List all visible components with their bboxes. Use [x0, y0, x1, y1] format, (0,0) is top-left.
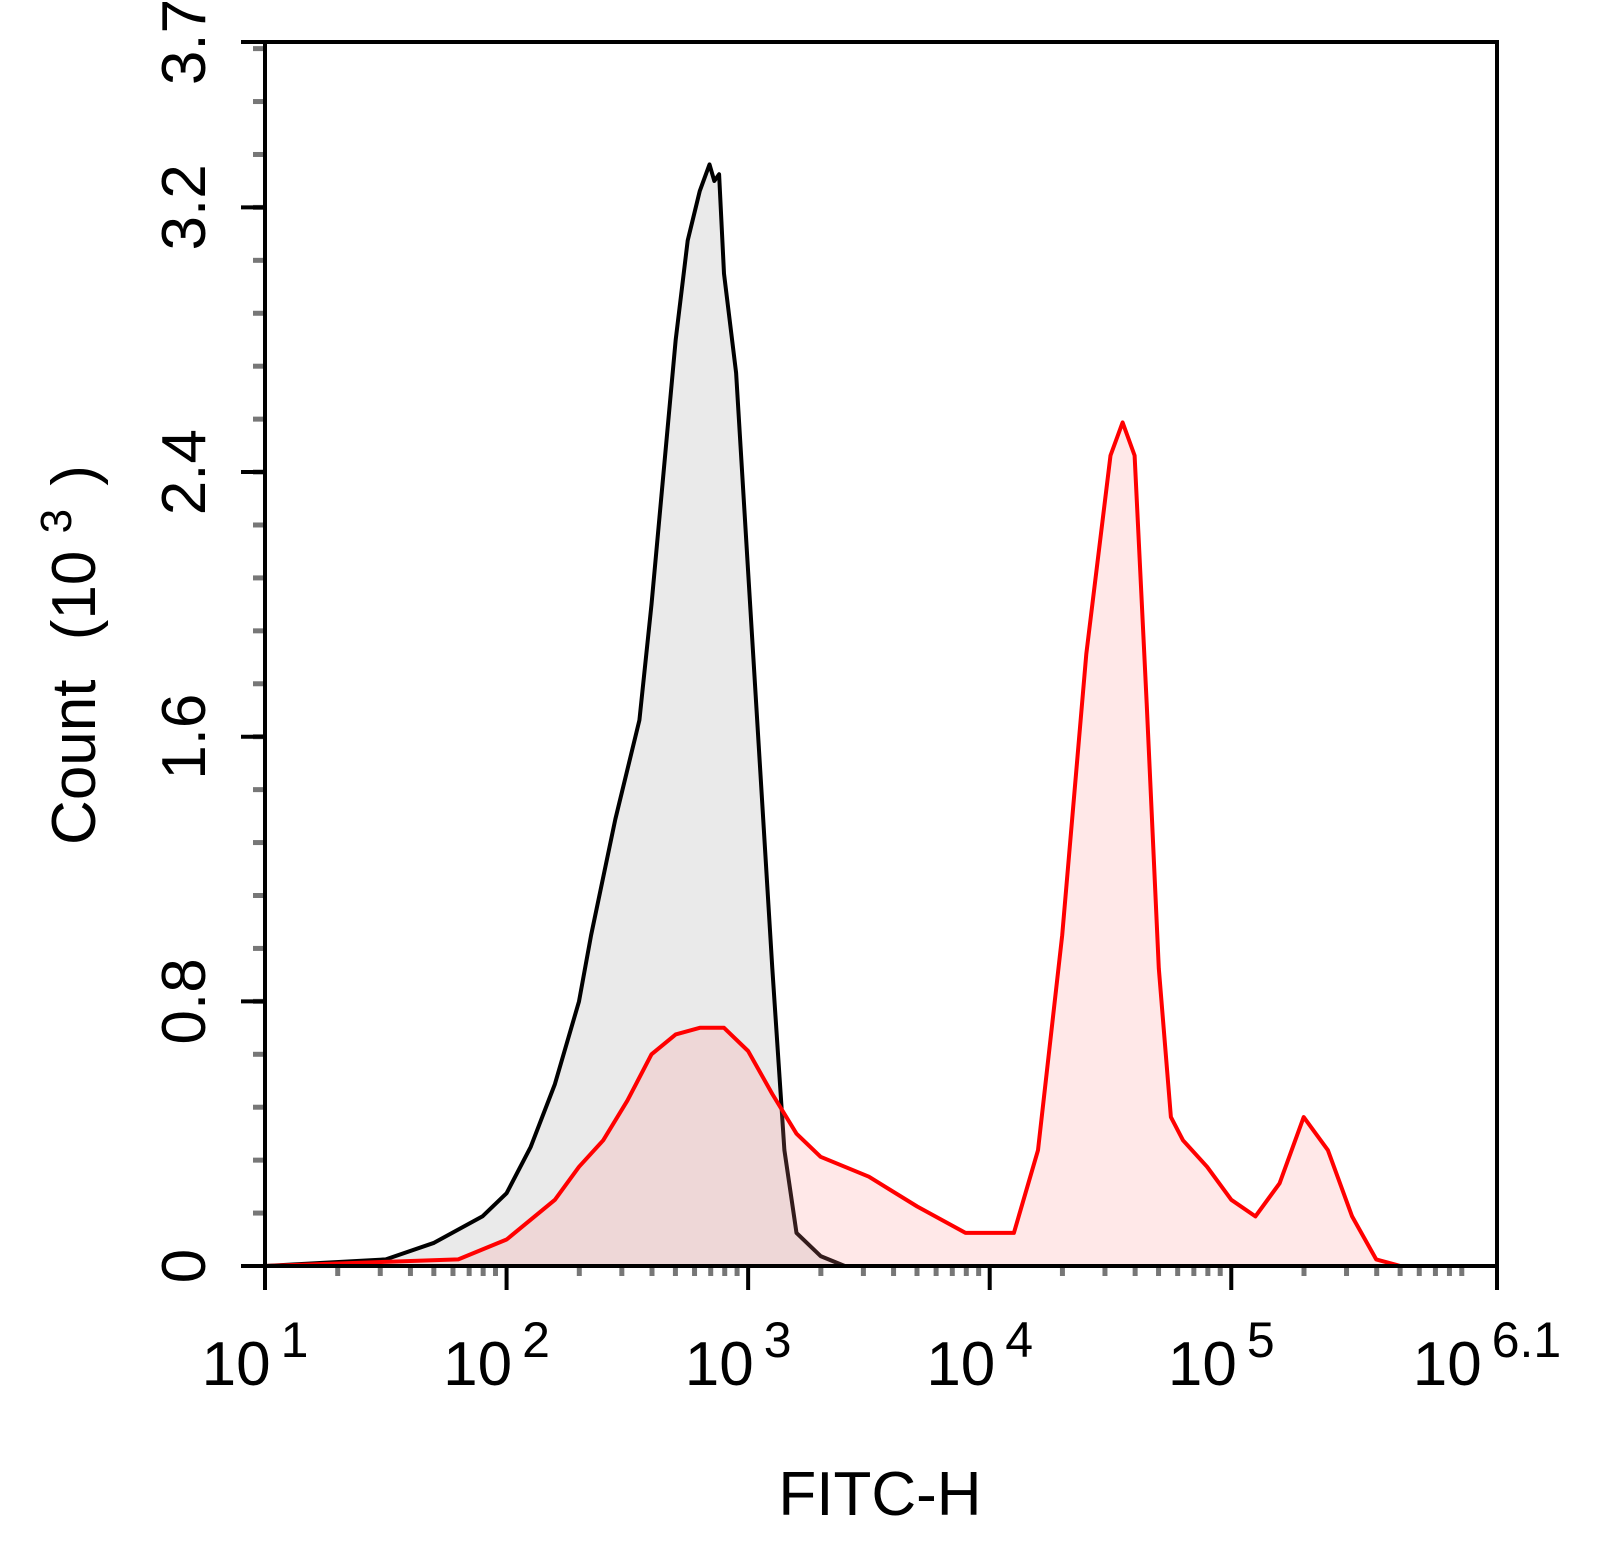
y-tick-label: 0: [150, 1249, 219, 1283]
x-tick-label: 10 3: [685, 1312, 792, 1399]
series-layer: [264, 162, 1497, 1268]
x-tick-base: 10: [202, 1330, 271, 1399]
x-tick-base: 10: [1413, 1330, 1482, 1399]
x-tick-exponent: 3: [764, 1312, 792, 1368]
x-tick-label: 10 1: [202, 1312, 309, 1399]
y-tick-label: 0.8: [150, 958, 219, 1044]
x-tick-exponent: 2: [522, 1312, 550, 1368]
x-tick-base: 10: [1168, 1330, 1237, 1399]
x-tick-base: 10: [926, 1330, 995, 1399]
y-tick-label: 3.2: [150, 164, 219, 250]
x-tick-exponent: 1: [281, 1312, 309, 1368]
x-tick-label: 10 2: [443, 1312, 550, 1399]
x-tick-exponent: 4: [1005, 1312, 1033, 1368]
x-tick-label: 10 6.1: [1413, 1312, 1561, 1399]
series-1-fill: [265, 164, 1497, 1266]
x-axis-label: FITC-H: [778, 1460, 981, 1529]
y-axis-label-unit-exp: 3: [32, 509, 81, 533]
x-tick-label: 10 5: [1168, 1312, 1275, 1399]
x-tick-exponent: 6.1: [1492, 1312, 1562, 1368]
y-axis-label-unit-open: (10: [40, 551, 109, 641]
x-tick-exponent: 5: [1247, 1312, 1275, 1368]
y-axis-label: Count (10 3 ): [16, 465, 109, 845]
y-axis-label-unit-close: ): [40, 465, 109, 486]
y-axis-label-main: Count: [40, 680, 109, 845]
series-1-line: [264, 162, 1497, 1268]
major-tick-layer: [241, 40, 1499, 1290]
label-layer: 10 1 10 2 10 3 10 4 10 5 10 6.100.81.62.43.23.7: [150, 0, 1561, 1399]
minor-tick-layer: [253, 46, 1465, 1276]
plot-frame: [263, 40, 1499, 1268]
x-tick-base: 10: [443, 1330, 512, 1399]
x-tick-label: 10 4: [926, 1312, 1033, 1399]
series-2-fill: [265, 422, 1497, 1266]
series-2-line: [264, 420, 1497, 1268]
y-tick-label: 2.4: [150, 429, 219, 515]
y-tick-label: 1.6: [150, 694, 219, 780]
x-tick-base: 10: [685, 1330, 754, 1399]
y-tick-label: 3.7: [150, 0, 219, 85]
